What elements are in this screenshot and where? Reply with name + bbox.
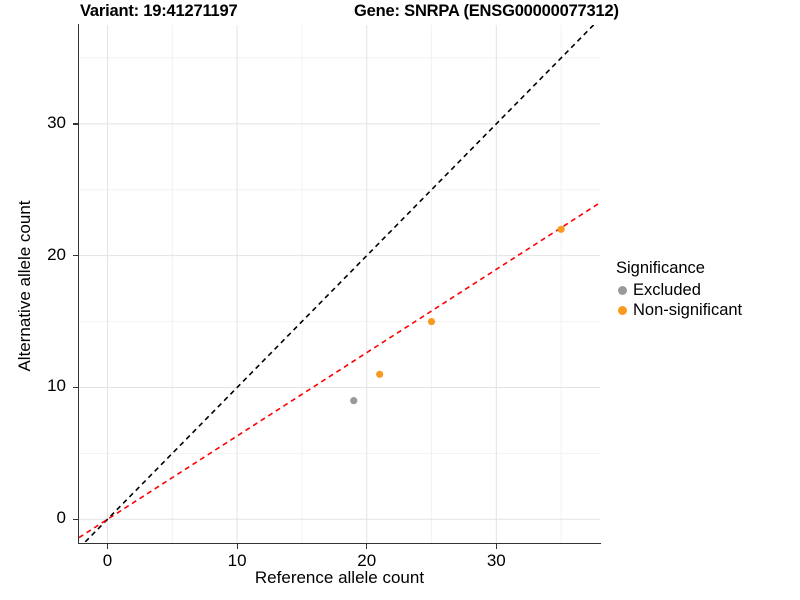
y-tick-mark <box>73 518 78 520</box>
y-tick-label: 0 <box>56 508 66 528</box>
y-tick-mark <box>73 386 78 389</box>
y-axis-line <box>78 24 80 544</box>
data-point-non-significant <box>376 370 384 378</box>
grid-major <box>79 25 600 543</box>
legend-swatch-icon <box>618 305 627 315</box>
data-point-excluded <box>350 397 358 405</box>
x-tick-mark <box>495 544 497 549</box>
expected-ratio-line <box>79 202 600 539</box>
gene-title: Gene: SNRPA (ENSG00000077312) <box>354 2 619 20</box>
legend: Significance Excluded Non-significant <box>616 259 742 320</box>
chart-title-row: Variant: 19:41271197 Gene: SNRPA (ENSG00… <box>0 0 800 26</box>
x-axis-label: Reference allele count <box>254 568 425 587</box>
reference-lines <box>79 25 600 543</box>
plot-panel <box>79 25 600 543</box>
data-points <box>350 225 565 405</box>
legend-item-non-significant[interactable]: Non-significant <box>616 300 742 320</box>
data-point-non-significant <box>427 317 436 326</box>
y-tick-label: 10 <box>47 376 66 396</box>
x-tick-label: 0 <box>102 551 113 570</box>
x-tick-mark <box>236 544 238 549</box>
data-point-non-significant <box>557 225 565 233</box>
x-tick-mark <box>106 544 109 549</box>
x-tick-label: 30 <box>486 551 506 570</box>
legend-title: Significance <box>616 259 705 277</box>
x-axis-line <box>78 543 601 545</box>
plot-canvas <box>79 25 600 543</box>
x-tick-mark <box>366 544 368 549</box>
variant-title: Variant: 19:41271197 <box>80 2 238 20</box>
legend-swatch-icon <box>618 285 627 295</box>
legend-item-label: Excluded <box>633 281 701 299</box>
y-tick-label: 30 <box>47 112 66 132</box>
grid-minor <box>79 25 600 543</box>
y-tick-mark <box>73 123 78 125</box>
legend-items: Excluded Non-significant <box>616 280 742 320</box>
x-tick-label: 20 <box>357 551 377 570</box>
y-tick-mark <box>73 255 78 257</box>
legend-item-label: Non-significant <box>633 301 743 319</box>
x-tick-label: 10 <box>227 551 247 570</box>
y-tick-label: 20 <box>47 244 66 264</box>
identity-line <box>83 25 595 543</box>
legend-item-excluded[interactable]: Excluded <box>616 280 742 300</box>
y-axis-label: Alternative allele count <box>15 200 34 372</box>
